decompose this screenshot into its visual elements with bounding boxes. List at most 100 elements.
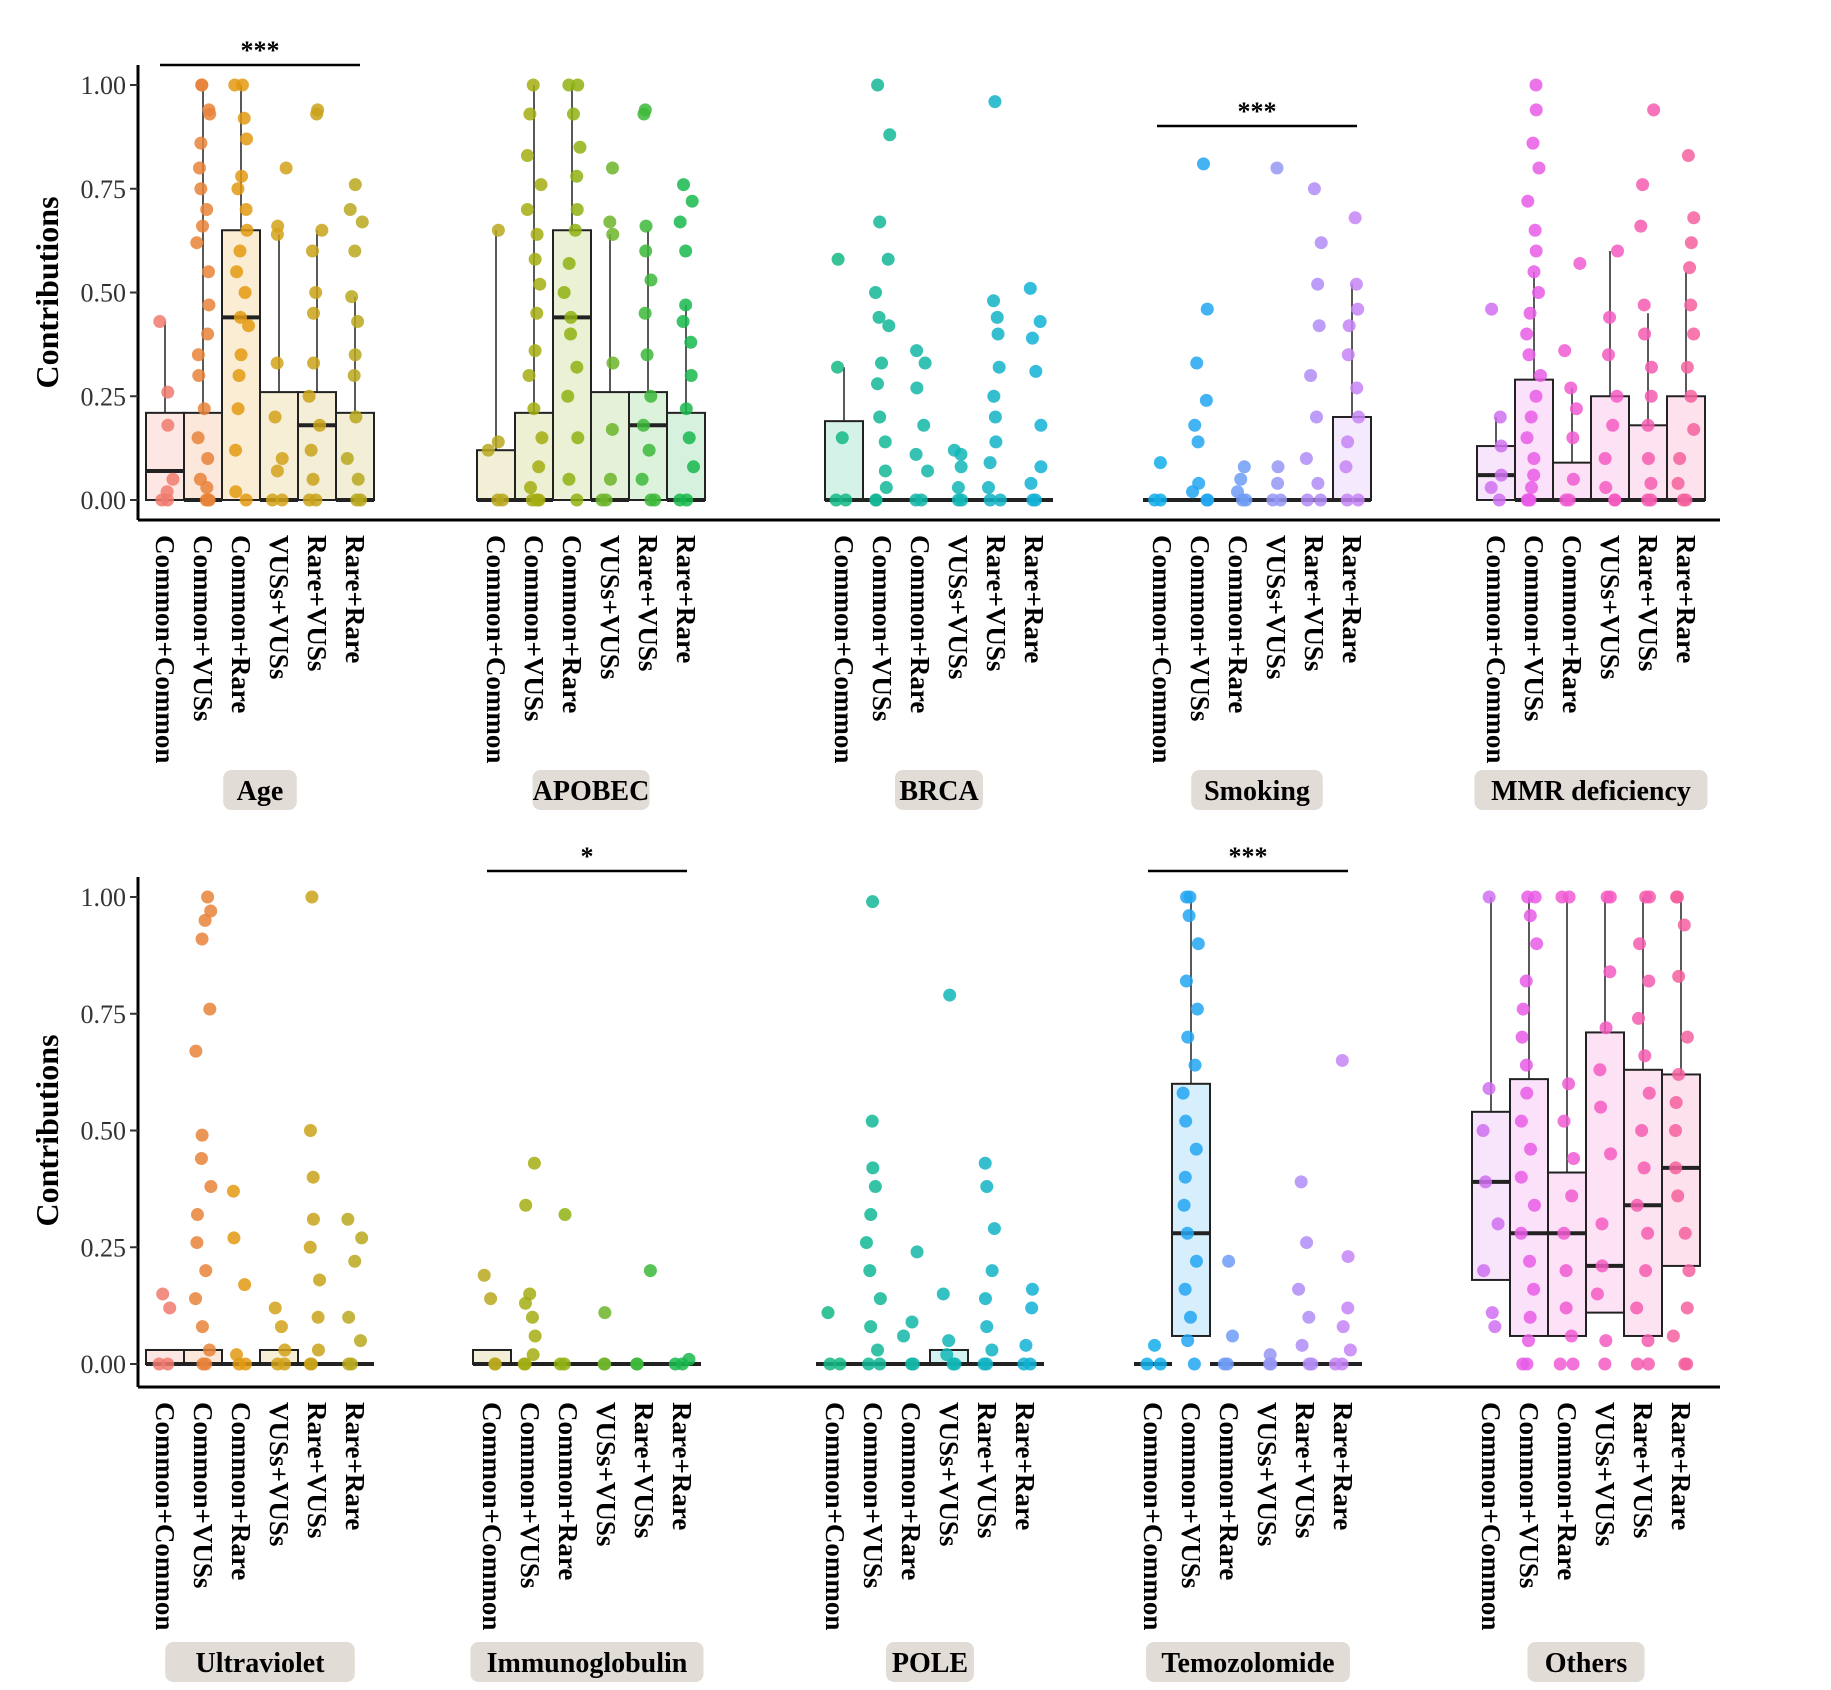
data-point [1526, 136, 1540, 150]
category-label: Rare+Rare [671, 535, 701, 663]
data-point [315, 223, 329, 237]
data-point [680, 493, 694, 507]
significance-label: *** [1238, 97, 1277, 126]
category-label: Common+Common [829, 535, 859, 763]
facet-strip-background [886, 1642, 974, 1682]
data-point [1178, 1282, 1192, 1296]
data-point [1602, 348, 1616, 362]
facet-apobec: Common+Common Common+VUSs Common+Rare VUSs+… [476, 78, 706, 810]
data-point [1529, 244, 1543, 258]
data-point [189, 1292, 203, 1306]
data-point [644, 273, 658, 287]
data-point [265, 493, 279, 507]
data-point [302, 493, 316, 507]
data-point [163, 1301, 177, 1315]
data-point [829, 493, 843, 507]
data-point [1153, 1357, 1167, 1371]
data-point [879, 481, 893, 495]
y-tick-label: 0.25 [81, 1233, 127, 1262]
y-tick-label: 1.00 [81, 883, 127, 912]
data-point [1479, 1175, 1493, 1189]
data-point [872, 310, 886, 324]
data-point [524, 481, 538, 495]
data-point [1341, 348, 1355, 362]
data-point [823, 1357, 837, 1371]
data-point [558, 1208, 572, 1222]
data-point [1140, 1357, 1154, 1371]
data-point [1681, 149, 1695, 163]
data-point [910, 1245, 924, 1259]
data-point [1553, 1357, 1567, 1371]
category-label: Rare+Rare [340, 535, 370, 663]
data-point [1351, 493, 1365, 507]
category-label: Rare+Rare [1328, 1402, 1358, 1530]
category-label: VUSs+VUSs [1595, 535, 1625, 679]
data-point [677, 178, 691, 192]
data-point [192, 369, 206, 382]
data-point [864, 1208, 878, 1222]
data-point [557, 286, 571, 299]
data-point [882, 319, 896, 333]
data-point [682, 1352, 696, 1366]
data-point [987, 389, 1001, 403]
data-point [1220, 1357, 1234, 1371]
data-point [1494, 439, 1508, 453]
data-point [1611, 244, 1625, 258]
data-point [875, 356, 889, 370]
box [1471, 1110, 1511, 1281]
data-point [1638, 1049, 1652, 1063]
data-point [340, 452, 354, 465]
data-point [1599, 1021, 1613, 1035]
data-point [1188, 418, 1202, 432]
data-point [1234, 472, 1248, 486]
data-point [270, 464, 284, 478]
facet-immunoglobulin: Common+Common Common+VUSs Common+Rare VUSs+… [470, 842, 704, 1682]
category-label: VUSs+VUSs [264, 535, 294, 679]
data-point [202, 265, 216, 279]
data-point [231, 182, 245, 196]
facet-temozolomide: Common+Common Common+VUSs Common+Rare VUSs+… [1134, 842, 1362, 1682]
data-point [947, 443, 961, 457]
data-point [1178, 1170, 1192, 1184]
facet-strip-background [470, 1642, 704, 1682]
data-point [1348, 211, 1362, 225]
data-point [1200, 302, 1214, 316]
data-point [1641, 1226, 1655, 1240]
data-point [1666, 1329, 1680, 1343]
data-point [1182, 909, 1196, 923]
data-point [348, 178, 362, 192]
data-point [871, 78, 885, 92]
category-label: Common+Rare [226, 535, 256, 713]
category-label: VUSs+VUSs [943, 535, 973, 679]
data-point [873, 1292, 887, 1306]
data-point [1644, 389, 1658, 403]
data-point [570, 169, 584, 183]
data-point [936, 1287, 950, 1301]
data-point [1025, 1301, 1039, 1315]
data-point [868, 1180, 882, 1194]
data-point [1669, 1124, 1683, 1137]
data-point [1237, 460, 1251, 474]
data-point [1341, 1250, 1355, 1264]
data-point [351, 315, 365, 329]
data-point [203, 1002, 217, 1016]
data-point [1024, 476, 1038, 490]
data-point [1684, 298, 1698, 312]
data-point [561, 389, 575, 403]
data-point [1527, 265, 1541, 279]
data-point [1190, 1002, 1204, 1016]
data-point [275, 493, 289, 507]
data-point [232, 369, 246, 382]
category-label: Rare+VUSs [302, 1402, 332, 1538]
data-point [526, 78, 540, 92]
data-point [1514, 1226, 1528, 1240]
category-label: Rare+Rare [1671, 535, 1701, 663]
data-point [528, 1329, 542, 1343]
facet-strip-background [1146, 1642, 1350, 1682]
data-point [1606, 418, 1620, 432]
data-point [871, 1343, 885, 1357]
category-label: Common+Common [820, 1402, 850, 1630]
facet-strip-background [165, 1642, 355, 1682]
data-point [1641, 493, 1655, 507]
facet-strip-background [1191, 770, 1323, 810]
